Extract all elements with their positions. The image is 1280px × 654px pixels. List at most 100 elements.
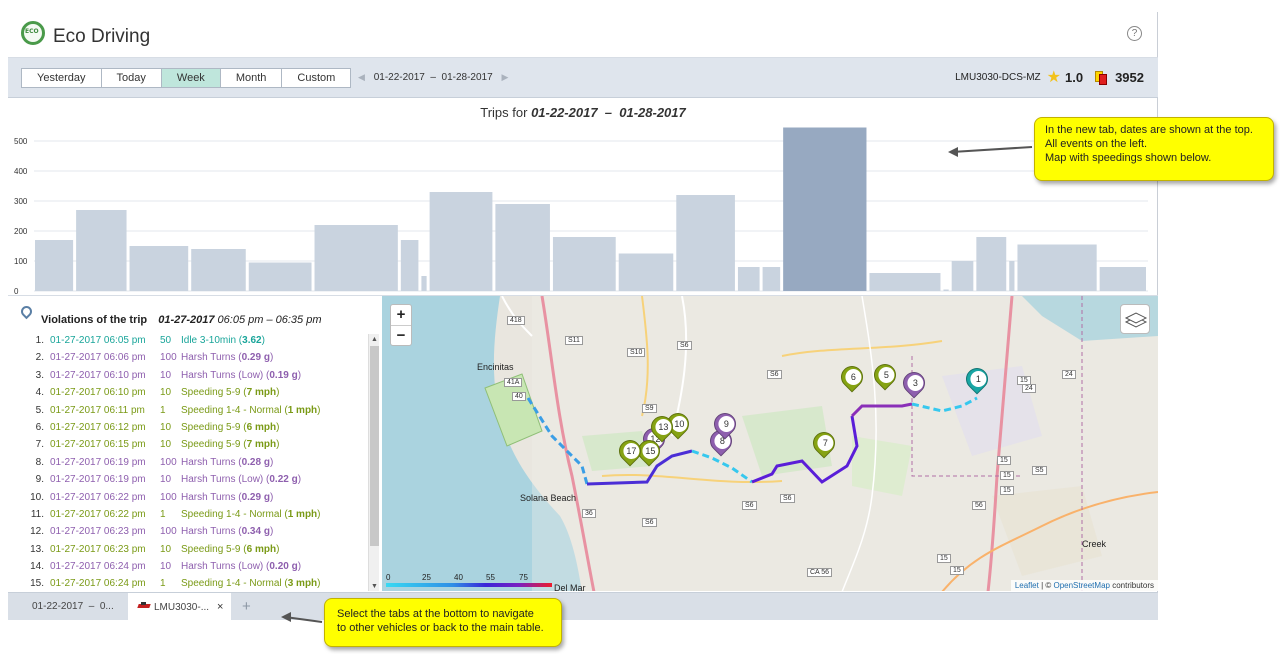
road-shield: 41A	[504, 378, 523, 387]
trip-bar-19[interactable]	[951, 261, 974, 291]
trip-bar-17[interactable]	[869, 273, 941, 291]
violation-item[interactable]: 8. 01-27-2017 06:19 pm 100 Harsh Turns (0.2…	[20, 454, 374, 471]
violation-item[interactable]: 10. 01-27-2017 06:22 pm 100 Harsh Turns (0.…	[20, 489, 374, 506]
violation-item[interactable]: 13. 01-27-2017 06:23 pm 10 Speeding 5-9 (6 …	[20, 541, 374, 558]
violations-list: 1. 01-27-2017 06:05 pm 50 Idle 3-10min (3.6…	[20, 332, 374, 591]
violation-item[interactable]: 11. 01-27-2017 06:22 pm 1 Speeding 1-4 - No…	[20, 506, 374, 523]
violation-value: 0.20 g	[269, 561, 298, 573]
tab-date-range[interactable]: 01-22-2017 – 0...	[32, 601, 114, 612]
scroll-thumb[interactable]	[370, 346, 379, 546]
trip-bar-2[interactable]	[76, 210, 127, 291]
violation-desc: Speeding 5-9 (	[181, 439, 247, 451]
trip-bar-23[interactable]	[1099, 267, 1146, 291]
period-button-month[interactable]: Month	[219, 68, 283, 88]
violation-item[interactable]: 5. 01-27-2017 06:11 pm 1 Speeding 1-4 - Nor…	[20, 402, 374, 419]
trip-bar-14[interactable]	[737, 267, 760, 291]
violation-close: )	[269, 526, 274, 538]
trip-bar-1[interactable]	[35, 240, 74, 291]
osm-link[interactable]: OpenStreetMap	[1053, 581, 1110, 590]
period-button-custom[interactable]: Custom	[281, 68, 352, 88]
layers-icon[interactable]	[1120, 304, 1150, 334]
trip-bar-4[interactable]	[191, 249, 246, 291]
violation-desc: Idle 3-10min (	[181, 335, 243, 346]
trip-bar-10[interactable]	[495, 204, 550, 291]
trip-bar-9[interactable]	[429, 192, 493, 291]
period-button-week[interactable]: Week	[160, 68, 221, 88]
scroll-down-icon[interactable]: ▼	[371, 583, 378, 590]
trip-bar-22[interactable]	[1017, 244, 1097, 292]
violation-datetime: 01-27-2017 06:11 pm	[50, 404, 145, 416]
violation-item[interactable]: 3. 01-27-2017 06:10 pm 10 Harsh Turns (Low)…	[20, 367, 374, 384]
trip-bar-20[interactable]	[976, 237, 1007, 291]
violation-score: 10	[160, 439, 172, 451]
violation-item[interactable]: 6. 01-27-2017 06:12 pm 10 Speeding 5-9 (6 m…	[20, 419, 374, 436]
violation-item[interactable]: 14. 01-27-2017 06:24 pm 10 Harsh Turns (Low…	[20, 558, 374, 575]
trip-bar-8[interactable]	[421, 276, 427, 291]
y-tick-300: 300	[14, 197, 28, 206]
tab-close-icon[interactable]: ×	[217, 601, 224, 613]
trip-bar-11[interactable]	[552, 237, 616, 291]
violation-item[interactable]: 2. 01-27-2017 06:06 pm 100 Harsh Turns (0.2…	[20, 349, 374, 366]
violation-datetime: 01-27-2017 06:19 pm	[50, 456, 146, 468]
trip-bar-21[interactable]	[1009, 261, 1015, 291]
violation-close: )	[317, 404, 321, 416]
trip-bar-3[interactable]	[129, 246, 189, 291]
trip-bar-5[interactable]	[248, 262, 312, 292]
callout-top-line-1: In the new tab, dates are shown at the t…	[1045, 124, 1253, 136]
prev-period-icon[interactable]: ◀	[358, 72, 365, 82]
violation-number: 13.	[30, 543, 44, 555]
leaflet-link[interactable]: Leaflet	[1014, 581, 1039, 590]
violation-datetime: 01-27-2017 06:06 pm	[50, 352, 146, 364]
violation-close: )	[276, 543, 280, 555]
violation-item[interactable]: 7. 01-27-2017 06:15 pm 10 Speeding 5-9 (7 m…	[20, 436, 374, 453]
violation-number: 1.	[35, 335, 44, 346]
violation-value: 7 mph	[246, 439, 277, 451]
tab-vehicle[interactable]: LMU3030-... ×	[128, 593, 232, 621]
road-shield: 15	[1000, 486, 1014, 495]
violation-item[interactable]: 12. 01-27-2017 06:23 pm 100 Harsh Turns (0.…	[20, 523, 374, 540]
violation-score: 10	[160, 387, 172, 399]
violation-item[interactable]: 4. 01-27-2017 06:10 pm 10 Speeding 5-9 (7 m…	[20, 384, 374, 401]
trip-bar-16[interactable]	[783, 127, 867, 292]
map-place-creek: Creek	[1082, 539, 1107, 549]
star-icon: ★	[1046, 68, 1061, 86]
trip-bar-18[interactable]	[943, 289, 949, 292]
period-button-yesterday[interactable]: Yesterday	[21, 68, 102, 88]
violation-desc: Speeding 1-4 - Normal (	[181, 578, 288, 590]
violation-number: 2.	[35, 352, 44, 364]
zoom-out-button[interactable]: −	[391, 325, 411, 345]
violation-score: 100	[160, 526, 177, 538]
violations-scrollbar[interactable]: ▲ ▼	[368, 334, 379, 591]
page-title: Eco Driving	[53, 26, 151, 47]
road-shield: 15	[950, 566, 964, 575]
violation-desc: Harsh Turns (Low) (	[181, 474, 270, 486]
violations-trip-date: 01-27-2017	[158, 314, 215, 326]
trip-bar-13[interactable]	[676, 195, 735, 291]
violation-desc: Speeding 5-9 (	[181, 387, 247, 399]
road-shield: S6	[642, 518, 657, 527]
trip-bar-15[interactable]	[762, 267, 781, 291]
violation-score: 1	[160, 508, 166, 520]
legend-label-40: 40	[454, 573, 463, 582]
violation-item[interactable]: 1. 01-27-2017 06:05 pm 50 Idle 3-10min (3.6…	[20, 332, 374, 349]
car-icon	[138, 602, 150, 610]
road-shield: CA 56	[807, 568, 833, 577]
trip-bar-12[interactable]	[618, 253, 674, 292]
violation-item[interactable]: 15. 01-27-2017 06:24 pm 1 Speeding 1-4 - No…	[20, 575, 374, 591]
zoom-in-button[interactable]: +	[396, 306, 406, 323]
trip-bar-6[interactable]	[314, 225, 398, 291]
trip-bar-7[interactable]	[400, 240, 419, 291]
chart-title-sep: –	[597, 105, 620, 120]
road-shield: 15	[937, 554, 951, 563]
add-tab-button[interactable]: +	[242, 598, 251, 615]
violation-close: )	[261, 335, 265, 346]
scroll-up-icon[interactable]: ▲	[371, 336, 378, 343]
help-icon[interactable]: ?	[1127, 26, 1142, 41]
violation-datetime: 01-27-2017 06:24 pm	[50, 578, 146, 590]
violation-score: 10	[160, 421, 172, 433]
violation-number: 3.	[35, 369, 44, 381]
violation-item[interactable]: 9. 01-27-2017 06:19 pm 10 Harsh Turns (Low)…	[20, 471, 374, 488]
next-period-icon[interactable]: ▶	[501, 72, 509, 82]
